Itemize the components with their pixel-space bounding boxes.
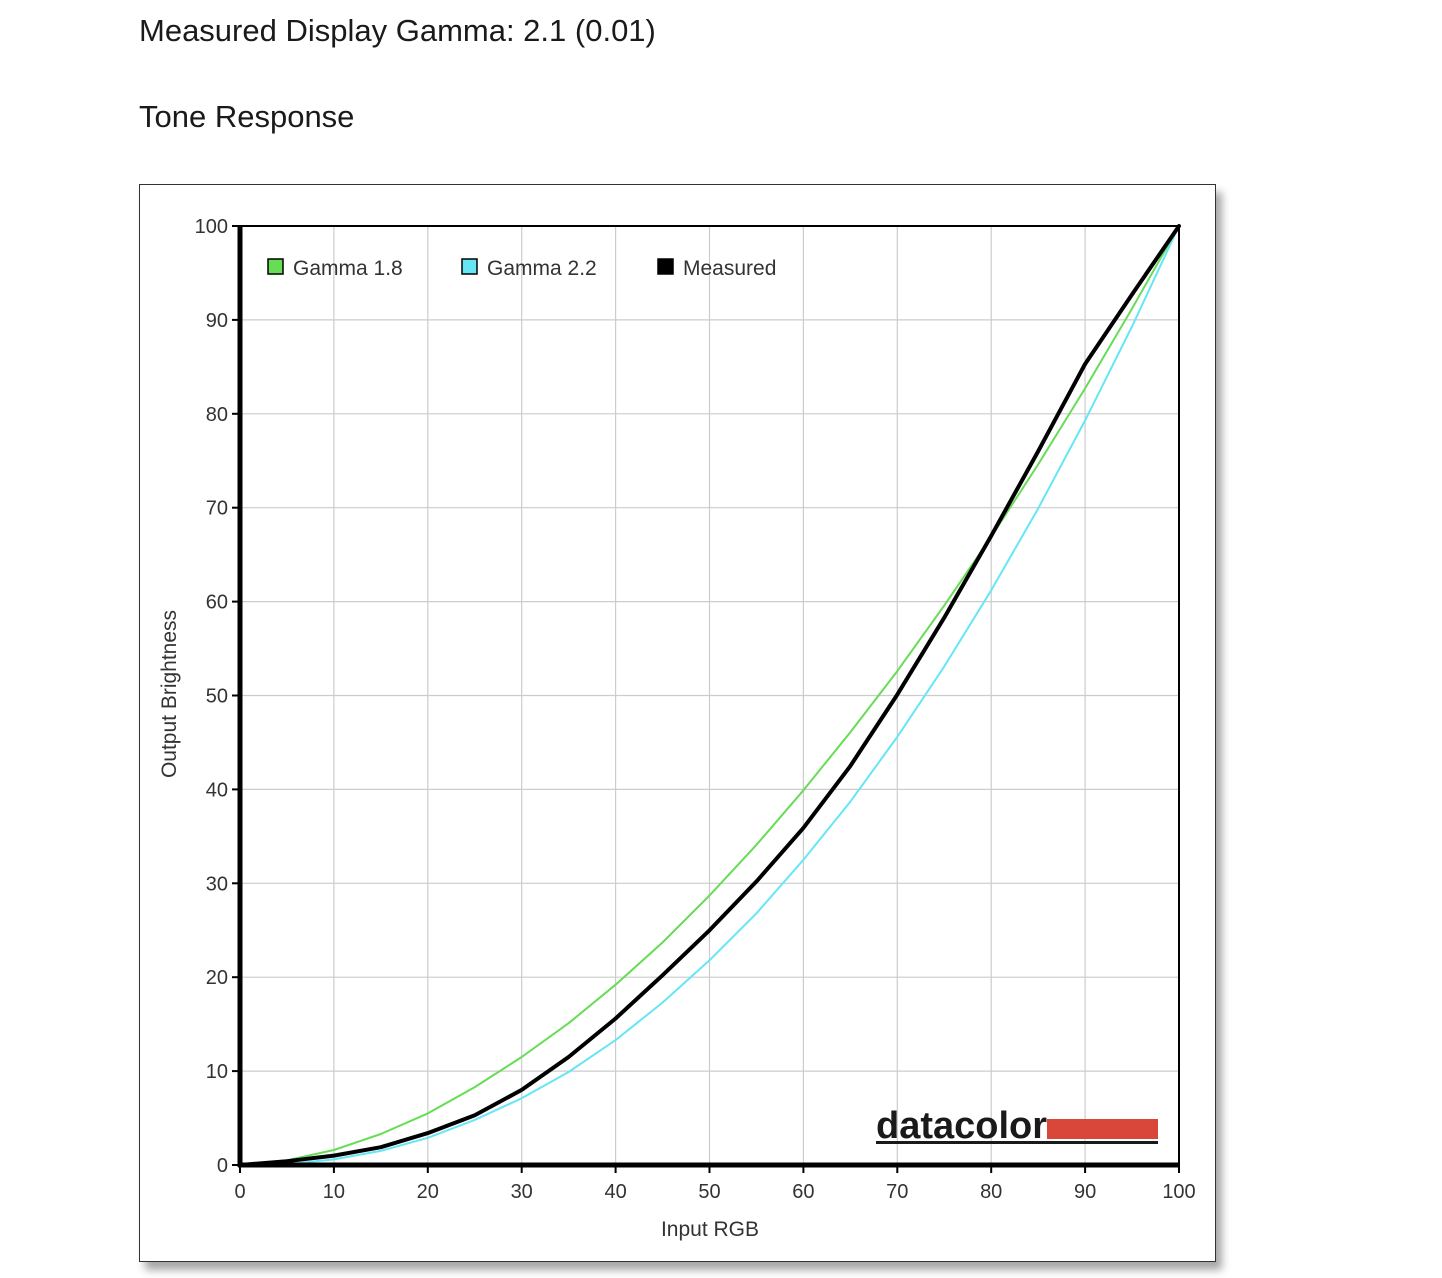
datacolor-logo-bar: [1047, 1119, 1158, 1139]
y-axis-title: Output Brightness: [158, 610, 181, 778]
y-tick-label: 20: [206, 967, 228, 989]
grid-lines: [239, 225, 1180, 1166]
y-tick-label: 50: [206, 686, 228, 708]
datacolor-logo-text: datacolor: [876, 1105, 1047, 1147]
x-tick-label: 30: [511, 1181, 533, 1203]
y-tick-label: 80: [206, 404, 228, 426]
x-tick-label: 10: [323, 1181, 345, 1203]
y-tick-label: 0: [217, 1155, 228, 1177]
legend-item: Measured: [657, 257, 776, 280]
tone-response-heading: Tone Response: [139, 99, 355, 134]
legend-label: Measured: [683, 257, 776, 280]
legend-swatch: [461, 258, 478, 275]
legend-label: Gamma 1.8: [293, 257, 403, 280]
legend-swatch: [267, 258, 284, 275]
series-line-gamma-1-8: [239, 225, 1180, 1166]
y-tick-label: 40: [206, 779, 228, 801]
x-tick-label: 20: [417, 1181, 439, 1203]
legend: Gamma 1.8 Gamma 2.2 Measured: [267, 257, 776, 280]
series-lines: [238, 224, 1181, 1167]
datacolor-logo-underline: [876, 1141, 1158, 1144]
y-tick-label: 30: [206, 873, 228, 895]
x-tick-label: 60: [792, 1181, 814, 1203]
x-tick-label: 0: [234, 1181, 245, 1203]
legend-label: Gamma 2.2: [487, 257, 597, 280]
x-axis-title: Input RGB: [661, 1218, 759, 1241]
legend-item: Gamma 1.8: [267, 257, 403, 280]
tick-labels: 0 10 20 30 40 50 60 70 80 90 100 0 10 20 30 40 50 60 70 80 9…: [195, 216, 1196, 1203]
series-line-gamma-2-2: [239, 225, 1180, 1166]
x-tick-label: 80: [980, 1181, 1002, 1203]
legend-item: Gamma 2.2: [461, 257, 597, 280]
x-tick-label: 50: [698, 1181, 720, 1203]
y-tick-label: 60: [206, 592, 228, 614]
y-tick-label: 70: [206, 498, 228, 520]
tone-response-chart: 0 10 20 30 40 50 60 70 80 90 100 0 10 20 30 40 50 60 70 80 9…: [139, 184, 1216, 1262]
y-tick-label: 90: [206, 310, 228, 332]
y-tick-label: 100: [195, 216, 228, 238]
tone-response-plot: 0 10 20 30 40 50 60 70 80 90 100 0 10 20 30 40 50 60 70 80 9…: [158, 216, 1196, 1241]
x-tick-label: 90: [1074, 1181, 1096, 1203]
x-tick-label: 100: [1162, 1181, 1195, 1203]
measured-gamma-heading: Measured Display Gamma: 2.1 (0.01): [139, 13, 656, 48]
legend-swatch: [657, 258, 674, 275]
x-tick-label: 70: [886, 1181, 908, 1203]
y-tick-label: 10: [206, 1061, 228, 1083]
x-tick-label: 40: [604, 1181, 626, 1203]
datacolor-logo: datacolor: [876, 1105, 1158, 1147]
series-line-measured: [238, 224, 1181, 1167]
